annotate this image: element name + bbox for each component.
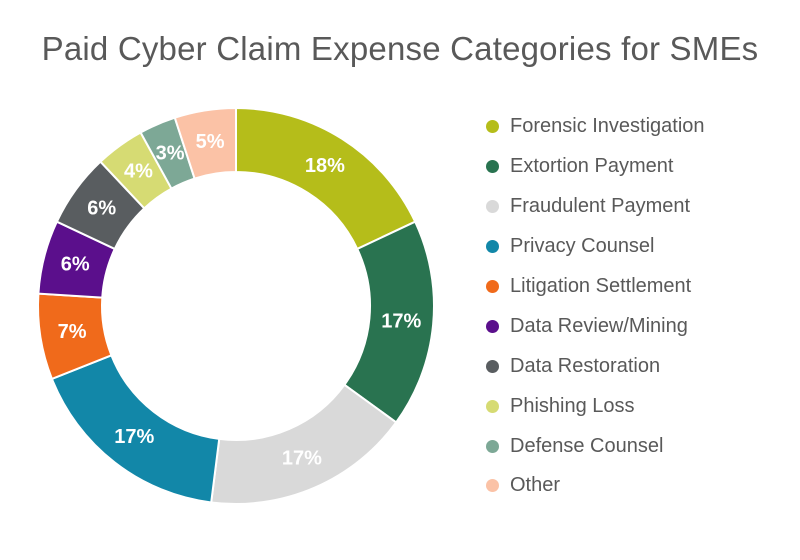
legend-swatch-fraudulent-payment xyxy=(486,200,499,214)
slice-label-extortion-payment: 17% xyxy=(381,311,421,333)
legend-swatch-privacy-counsel xyxy=(486,240,499,254)
legend-item-defense-counsel: Defense Counsel xyxy=(486,426,705,466)
legend-swatch-data-restoration xyxy=(486,359,499,373)
slice-label-litigation-settlement: 7% xyxy=(58,321,87,343)
legend-label: Data Restoration xyxy=(510,354,661,377)
slice-label-privacy-counsel: 17% xyxy=(114,426,154,448)
donut-slices xyxy=(37,106,435,505)
slice-label-data-review-mining: 6% xyxy=(61,254,90,276)
slice-forensic-investigation xyxy=(235,106,417,251)
legend-label: Data Review/Mining xyxy=(510,314,688,337)
slice-other xyxy=(173,106,237,180)
legend-label: Extortion Payment xyxy=(510,155,674,178)
legend-swatch-other xyxy=(486,479,499,493)
legend-swatch-defense-counsel xyxy=(486,439,499,453)
legend-item-fraudulent-payment: Fraudulent Payment xyxy=(486,187,705,227)
legend-label: Privacy Counsel xyxy=(510,235,655,258)
legend-item-phishing-loss: Phishing Loss xyxy=(486,386,705,426)
slice-label-data-restoration: 6% xyxy=(87,197,116,219)
slice-label-forensic-investigation: 18% xyxy=(305,155,345,177)
legend-label: Fraudulent Payment xyxy=(510,195,691,218)
slice-label-defense-counsel: 3% xyxy=(156,143,185,165)
legend-item-privacy-counsel: Privacy Counsel xyxy=(486,227,705,267)
legend-swatch-extortion-payment xyxy=(486,160,499,174)
legend-swatch-phishing-loss xyxy=(486,399,499,413)
legend-swatch-litigation-settlement xyxy=(486,280,499,293)
legend-swatch-forensic-investigation xyxy=(486,120,499,134)
legend-item-data-review-mining: Data Review/Mining xyxy=(486,306,705,346)
legend-item-litigation-settlement: Litigation Settlement xyxy=(486,267,705,307)
legend-label: Litigation Settlement xyxy=(510,275,692,297)
legend-label: Other xyxy=(510,474,561,497)
legend-label: Forensic Investigation xyxy=(510,115,705,138)
donut-slice-labels: 18% 17% 17% 17% 7% 6% 6% 4%3% 5% xyxy=(58,131,422,469)
slice-label-fraudulent-payment: 17% xyxy=(282,447,322,469)
legend-item-data-restoration: Data Restoration xyxy=(486,346,705,386)
chart-title: Paid Cyber Claim Expense Categories for … xyxy=(41,30,759,67)
donut-chart: 18% 17% 17% 17% 7% 6% 6% 4%3% 5% xyxy=(37,106,435,505)
slice-label-other: 5% xyxy=(196,131,225,153)
legend-swatch-data-review-mining xyxy=(486,319,499,333)
slice-label-phishing-loss: 4% xyxy=(124,161,153,183)
slice-fraudulent-payment xyxy=(210,383,398,505)
legend: Forensic Investigation Extortion Payment F… xyxy=(486,107,705,506)
legend-item-other: Other xyxy=(486,466,705,506)
legend-item-extortion-payment: Extortion Payment xyxy=(486,147,705,187)
legend-label: Defense Counsel xyxy=(510,434,664,457)
legend-label: Phishing Loss xyxy=(510,394,635,417)
legend-item-forensic-investigation: Forensic Investigation xyxy=(486,107,705,147)
